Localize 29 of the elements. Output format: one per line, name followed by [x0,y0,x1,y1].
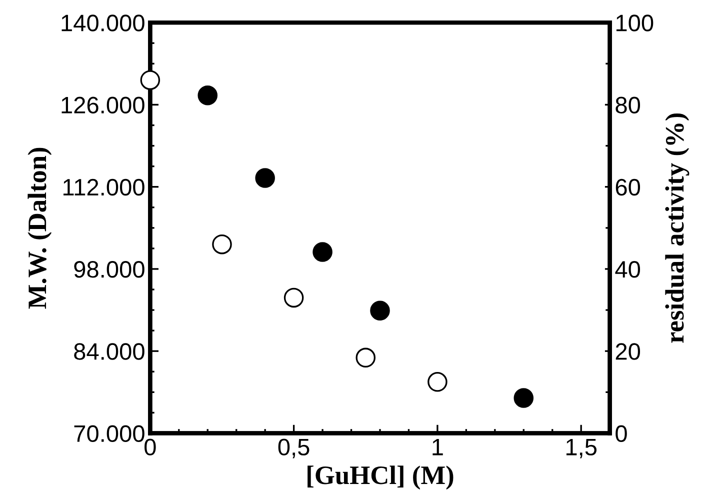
point [212,234,232,254]
y2-tick-label: 40 [615,261,640,278]
point [312,242,332,262]
y2-axis-title: residual activity (%) [665,114,690,343]
x-tick-label: 0,5 [278,438,310,458]
y-tick-label: 98.000 [74,261,144,278]
point [284,288,304,308]
y-axis-title: M.W. (Dalton) [28,148,52,309]
point [255,168,275,188]
y2-tick-label: 0 [616,425,627,442]
y-tick-label: 126.000 [62,96,144,114]
point [356,348,376,368]
y2-tick-label: 100 [616,14,654,32]
y2-tick-label: 60 [616,178,640,196]
x-tick-label: 1,5 [566,438,597,458]
y-tick-label: 84.000 [74,343,144,360]
y-tick-label: 112.000 [64,178,144,196]
point [428,372,448,392]
point [198,85,218,106]
y2-tick-label: 80 [616,96,640,114]
y-tick-label: 70.000 [74,425,144,442]
point [514,388,534,408]
y2-tick-label: 20 [616,343,640,360]
x-axis-title: [GuHCl] (M) [308,466,454,490]
x-tick-label: 1 [432,438,443,456]
point [370,300,390,321]
point [140,70,160,90]
x-tick-label: 0 [144,438,156,456]
y-tick-label: 140.000 [62,14,144,32]
